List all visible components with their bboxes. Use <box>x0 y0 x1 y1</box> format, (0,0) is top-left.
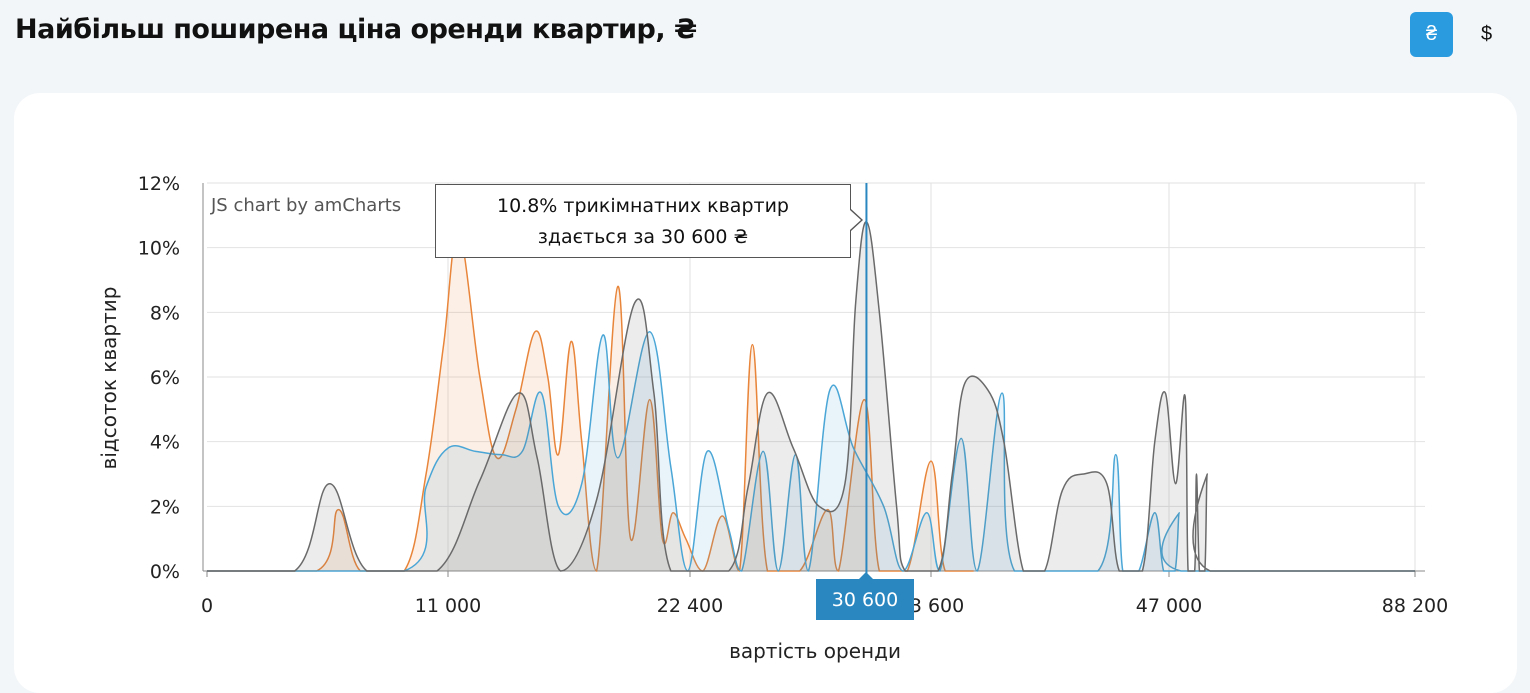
chart-tooltip: 10.8% трикімнатних квартир здається за 3… <box>435 184 851 258</box>
y-tick-label: 8% <box>150 302 180 324</box>
currency-usd-button[interactable]: $ <box>1480 23 1493 45</box>
currency-toggle: ₴ $ <box>1410 12 1508 57</box>
series-line-3 <box>206 221 1415 572</box>
series-line-1 <box>206 230 974 572</box>
cursor-x-label: 30 600 <box>816 572 914 620</box>
series-area-3 <box>207 221 1415 571</box>
x-tick-label: 11 000 <box>415 595 481 617</box>
tooltip-line2: здається за 30 600 ₴ <box>537 226 749 248</box>
x-tick-label: 33 600 <box>898 595 964 617</box>
series-area-2 <box>207 331 1415 571</box>
series-line-2 <box>206 330 1415 572</box>
rent-price-chart[interactable]: 0% 2% 4% 6% 8% 10% 12% 0 11 000 22 400 33 600 47 00… <box>0 0 1530 676</box>
y-tick-label: 4% <box>150 432 180 454</box>
currency-uah-button[interactable]: ₴ <box>1410 12 1453 57</box>
y-tick-label: 2% <box>150 496 180 518</box>
x-axis-title: вартість оренди <box>729 639 901 663</box>
y-tick-label: 12% <box>138 173 180 195</box>
y-tick-label: 10% <box>138 238 180 260</box>
y-axis-title: відсоток квартир <box>97 287 121 470</box>
x-tick-label: 0 <box>201 595 213 617</box>
amcharts-credit: JS chart by amCharts <box>210 195 401 216</box>
tooltip-line1: 10.8% трикімнатних квартир <box>496 195 789 217</box>
page-title: Найбільш поширена ціна оренди квартир, ₴ <box>15 14 697 45</box>
x-tick-label: 22 400 <box>657 595 723 617</box>
x-tick-label: 88 200 <box>1382 595 1448 617</box>
y-tick-label: 0% <box>150 561 180 583</box>
tooltip-arrow <box>850 209 863 231</box>
y-tick-label: 6% <box>150 367 180 389</box>
x-tick-label: 47 000 <box>1136 595 1202 617</box>
